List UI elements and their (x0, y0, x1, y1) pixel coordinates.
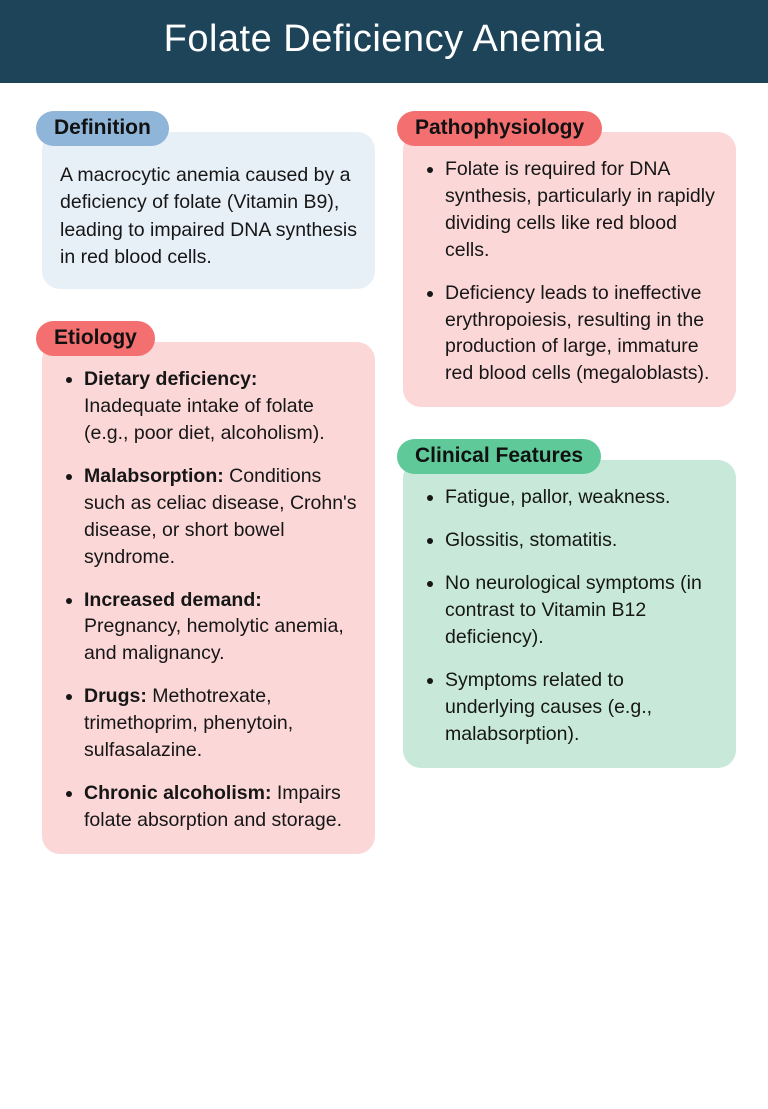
list-item: Folate is required for DNA synthesis, pa… (445, 156, 718, 264)
item-desc: Fatigue, pallor, weakness. (445, 486, 670, 508)
left-column: Definition A macrocytic anemia caused by… (42, 111, 375, 854)
right-column: Pathophysiology Folate is required for D… (403, 111, 736, 854)
list-item: Fatigue, pallor, weakness. (445, 484, 718, 511)
page-header: Folate Deficiency Anemia (0, 0, 768, 83)
page-title: Folate Deficiency Anemia (164, 18, 605, 60)
item-term: Chronic alcoholism: (84, 782, 271, 804)
item-term: Malabsorption: (84, 465, 224, 487)
pathophysiology-section: Pathophysiology Folate is required for D… (403, 111, 736, 407)
pathophysiology-label: Pathophysiology (397, 111, 602, 146)
list-item: Deficiency leads to ineffective erythrop… (445, 280, 718, 388)
item-desc: Deficiency leads to ineffective erythrop… (445, 282, 709, 385)
item-desc: Inadequate intake of folate (e.g., poor … (84, 395, 325, 444)
item-desc: Symptoms related to underlying causes (e… (445, 669, 652, 745)
clinical-label: Clinical Features (397, 439, 601, 474)
list-item: Malabsorption: Conditions such as celiac… (84, 463, 357, 571)
clinical-list: Fatigue, pallor, weakness. Glossitis, st… (421, 484, 718, 747)
etiology-label: Etiology (36, 321, 155, 356)
item-desc: Folate is required for DNA synthesis, pa… (445, 158, 715, 261)
definition-section: Definition A macrocytic anemia caused by… (42, 111, 375, 289)
definition-label: Definition (36, 111, 169, 146)
item-term: Dietary deficiency: (84, 368, 257, 390)
etiology-list: Dietary deficiency: Inadequate intake of… (60, 366, 357, 834)
list-item: Symptoms related to underlying causes (e… (445, 667, 718, 748)
item-desc: Glossitis, stomatitis. (445, 529, 617, 551)
list-item: Dietary deficiency: Inadequate intake of… (84, 366, 357, 447)
definition-text: A macrocytic anemia caused by a deficien… (60, 156, 357, 271)
item-desc: No neurological symptoms (in contrast to… (445, 572, 702, 648)
etiology-body: Dietary deficiency: Inadequate intake of… (42, 342, 375, 854)
list-item: Glossitis, stomatitis. (445, 527, 718, 554)
item-term: Drugs: (84, 685, 147, 707)
list-item: Drugs: Methotrexate, trimethoprim, pheny… (84, 683, 357, 764)
clinical-section: Clinical Features Fatigue, pallor, weakn… (403, 439, 736, 767)
list-item: Increased demand: Pregnancy, hemolytic a… (84, 587, 357, 668)
etiology-section: Etiology Dietary deficiency: Inadequate … (42, 321, 375, 854)
definition-body: A macrocytic anemia caused by a deficien… (42, 132, 375, 289)
item-term: Increased demand: (84, 589, 262, 611)
list-item: Chronic alcoholism: Impairs folate absor… (84, 780, 357, 834)
pathophysiology-body: Folate is required for DNA synthesis, pa… (403, 132, 736, 407)
pathophysiology-list: Folate is required for DNA synthesis, pa… (421, 156, 718, 387)
clinical-body: Fatigue, pallor, weakness. Glossitis, st… (403, 460, 736, 767)
content-area: Definition A macrocytic anemia caused by… (0, 83, 768, 854)
list-item: No neurological symptoms (in contrast to… (445, 570, 718, 651)
item-desc: Pregnancy, hemolytic anemia, and maligna… (84, 615, 344, 664)
